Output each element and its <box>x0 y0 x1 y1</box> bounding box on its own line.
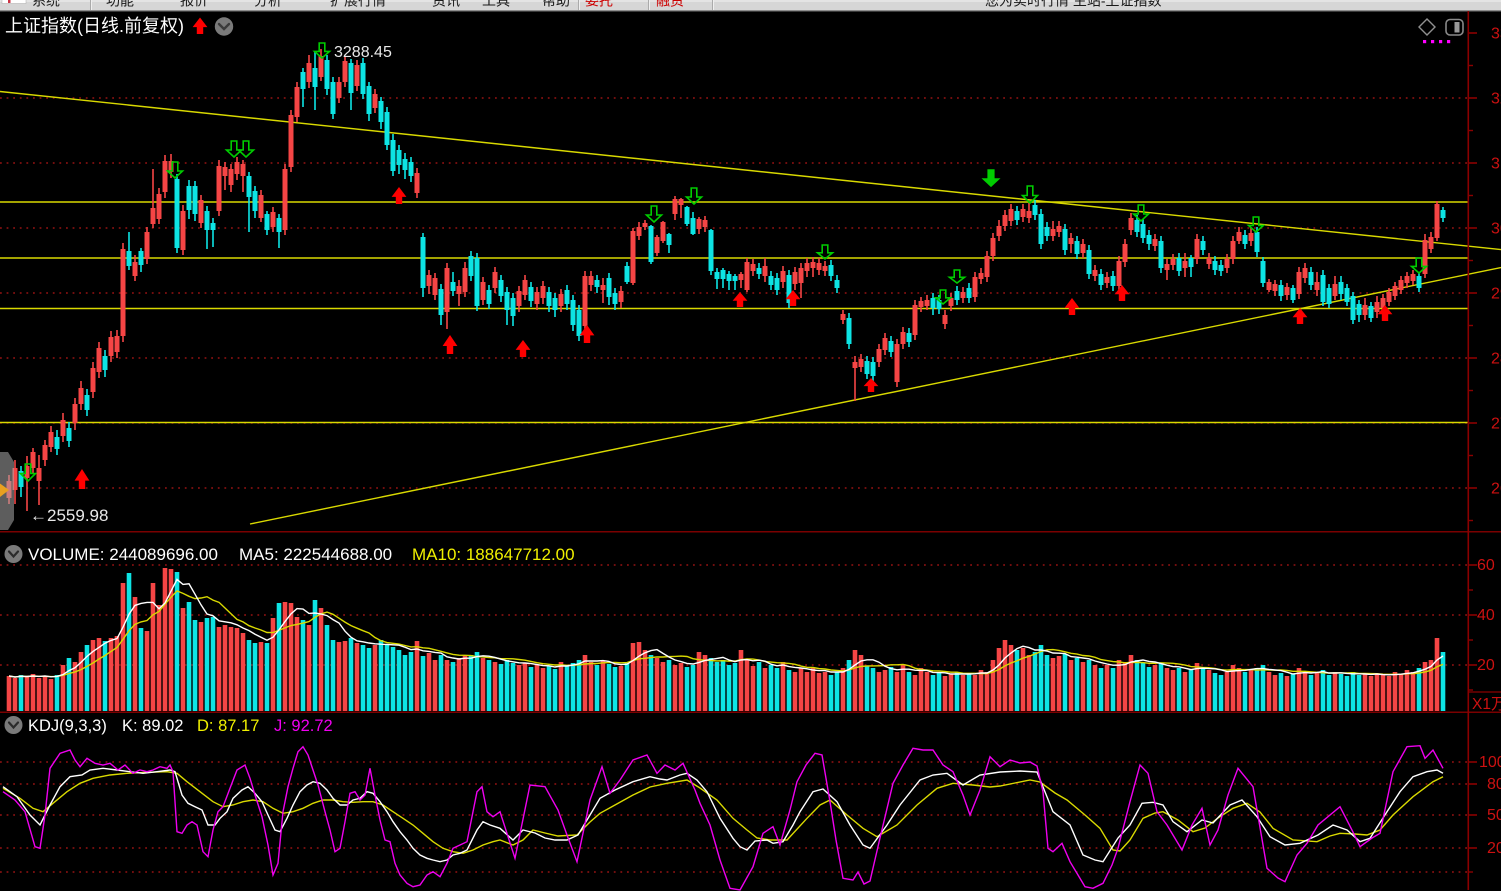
svg-text:系统: 系统 <box>32 0 60 9</box>
svg-text:60: 60 <box>1477 557 1495 574</box>
svg-text:工具: 工具 <box>482 0 510 9</box>
svg-text:←2559.98: ←2559.98 <box>30 506 108 525</box>
svg-text:功能: 功能 <box>106 0 134 9</box>
svg-text:您为实时行情 主站-上证指数: 您为实时行情 主站-上证指数 <box>985 0 1162 9</box>
svg-text:50: 50 <box>1487 807 1501 824</box>
svg-text:X1万: X1万 <box>1472 696 1501 713</box>
svg-text:融资: 融资 <box>656 0 684 9</box>
svg-text:分析: 分析 <box>254 0 282 9</box>
svg-text:上证指数(日线.前复权): 上证指数(日线.前复权) <box>5 16 184 36</box>
svg-text:委托: 委托 <box>585 0 613 9</box>
svg-text:3100.00: 3100.00 <box>1491 156 1501 173</box>
svg-text:资讯: 资讯 <box>432 0 460 9</box>
svg-text:2700.00: 2700.00 <box>1491 416 1501 433</box>
svg-text:40: 40 <box>1477 607 1495 624</box>
svg-text:2600.00: 2600.00 <box>1491 481 1501 498</box>
svg-text:2900.00: 2900.00 <box>1491 286 1501 303</box>
svg-text:报价: 报价 <box>180 0 208 9</box>
svg-text:20: 20 <box>1487 840 1501 857</box>
svg-text:3300.00: 3300.00 <box>1491 26 1501 43</box>
svg-text:2800.00: 2800.00 <box>1491 351 1501 368</box>
svg-text:帮助: 帮助 <box>542 0 570 9</box>
svg-text:KDJ(9,3,3)K: 89.02D: 87.17J: 9: KDJ(9,3,3) K: 89.02 D: 87.17 J: 92.72 <box>28 717 333 735</box>
svg-text:3000.00: 3000.00 <box>1491 221 1501 238</box>
svg-text:100: 100 <box>1479 754 1501 771</box>
svg-text:20: 20 <box>1477 657 1495 674</box>
svg-text:3200.00: 3200.00 <box>1491 91 1501 108</box>
svg-text:3288.45: 3288.45 <box>334 44 392 61</box>
svg-text:80: 80 <box>1487 776 1501 793</box>
svg-text:扩展行情: 扩展行情 <box>330 0 386 9</box>
